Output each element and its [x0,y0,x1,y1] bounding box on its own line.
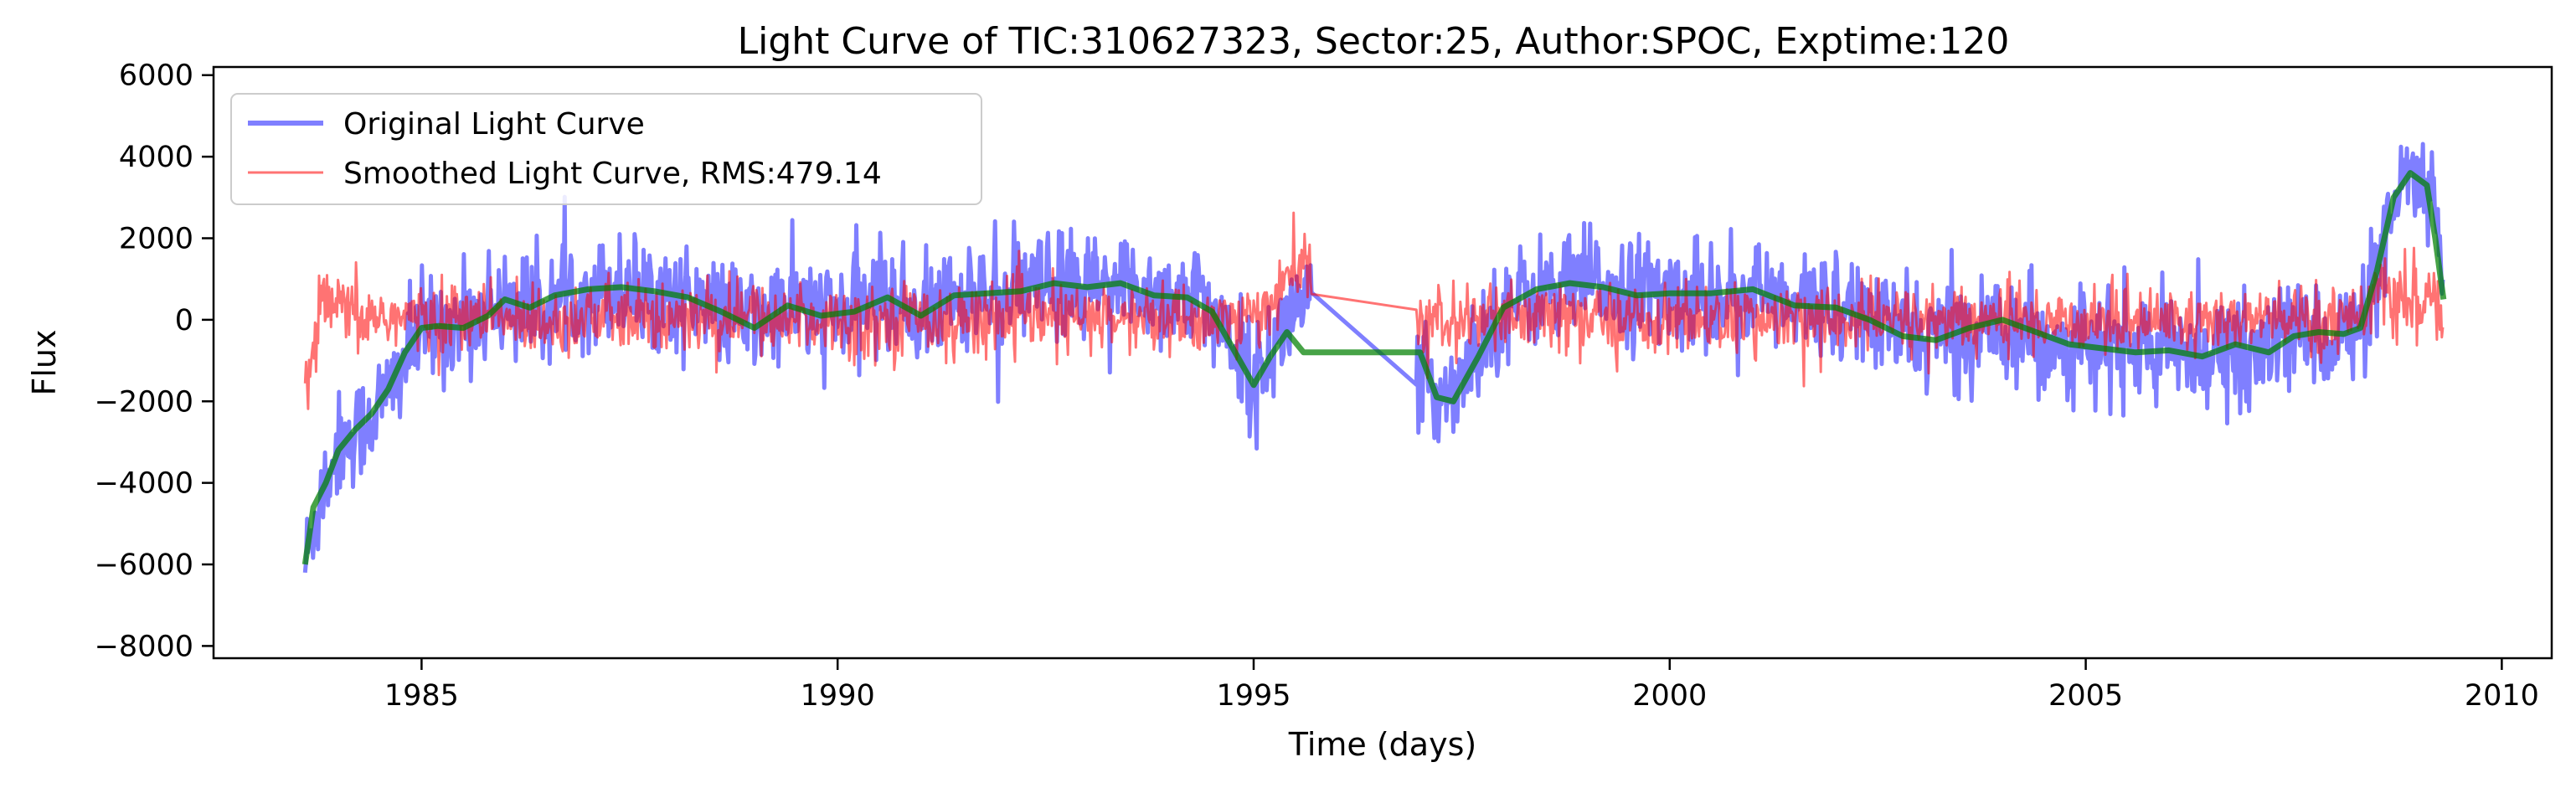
y-tick-label: 2000 [119,222,193,255]
y-tick-label: −2000 [95,385,193,419]
series-line-trend [301,170,2447,565]
y-tick-label: −6000 [95,549,193,582]
x-tick-label: 2005 [2048,679,2123,713]
x-tick-label: 1985 [384,679,459,713]
y-axis-label: Flux [26,330,63,396]
x-axis-label: Time (days) [1288,726,1476,763]
y-tick-label: −8000 [95,630,193,663]
x-tick-label: 1995 [1216,679,1291,713]
y-tick-label: 4000 [119,141,193,174]
legend: Original Light Curve Smoothed Light Curv… [230,93,982,205]
legend-label-original: Original Light Curve [343,107,645,142]
legend-label-smoothed: Smoothed Light Curve, RMS:479.14 [343,157,882,191]
y-tick-label: −4000 [95,467,193,501]
x-tick-label: 1990 [801,679,875,713]
y-tick-label: 0 [175,304,193,337]
x-tick-label: 2000 [1632,679,1707,713]
plot-series-group [301,142,2447,574]
y-axis: 6000 4000 2000 0 −2000 −4000 −6000 −8000 [95,59,214,663]
legend-box [230,93,982,205]
y-tick-label: 6000 [119,59,193,93]
plot-frame [212,65,2553,660]
chart-title: Light Curve of TIC:310627323, Sector:25,… [738,20,2010,63]
series-line-smoothed [303,211,2445,410]
x-axis: 1985 1990 1995 2000 2005 2010 [384,658,2539,713]
x-tick-label: 2010 [2465,679,2539,713]
